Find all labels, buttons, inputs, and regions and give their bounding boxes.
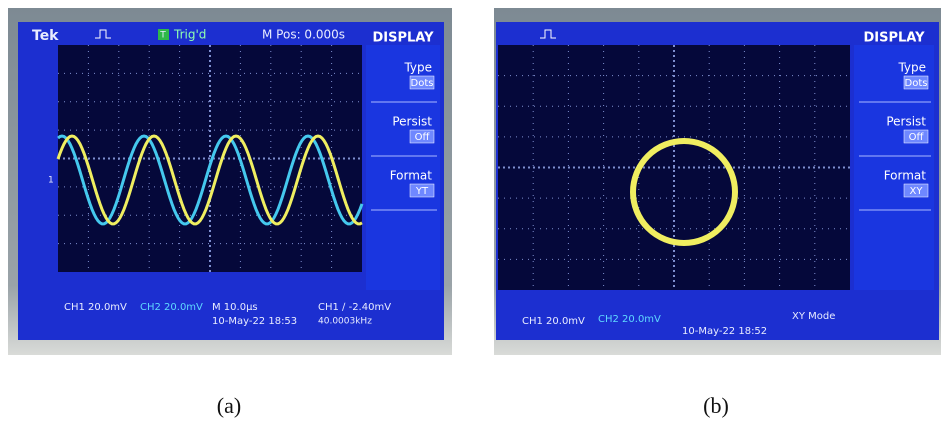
menu-value: XY	[910, 186, 924, 197]
menu-value: YT	[415, 186, 429, 197]
menu-title: DISPLAY	[863, 31, 925, 46]
date: 10-May-22 18:53	[212, 316, 297, 327]
caption: (a)	[217, 393, 241, 418]
panel-a: Tek T Trig'd M Pos: 0.000s 1 DISPLAY Type…	[8, 8, 452, 355]
menu-label: Format	[390, 169, 433, 183]
ch2-scale: CH2 20.0mV	[598, 314, 661, 325]
menu-label: Persist	[886, 115, 926, 129]
trigger-icon: T	[159, 31, 166, 41]
menu-label: Type	[403, 61, 432, 75]
menu-value: Dots	[905, 78, 928, 89]
panel-b: DISPLAY Type Dots Persist Off Format XY CH1 20…	[494, 8, 941, 355]
mode: XY Mode	[792, 311, 835, 322]
trigger-level: CH1 ∕ -2.40mV	[318, 302, 391, 313]
channel-marker: 1	[48, 176, 54, 186]
menu-label: Format	[884, 169, 927, 183]
position: M Pos: 0.000s	[262, 28, 345, 42]
menu-value: Off	[415, 132, 431, 143]
timebase: M 10.0µs	[212, 302, 258, 313]
menu-title: DISPLAY	[372, 31, 434, 46]
date: 10-May-22 18:52	[682, 326, 767, 337]
menu-label: Type	[897, 61, 926, 75]
menu-value: Dots	[411, 78, 434, 89]
figure: Tek T Trig'd M Pos: 0.000s 1 DISPLAY Type…	[0, 0, 941, 432]
frequency: 40.0003kHz	[318, 317, 372, 327]
menu-value: Off	[909, 132, 925, 143]
trigger-status: Trig'd	[173, 28, 206, 42]
ch1-scale: CH1 20.0mV	[522, 316, 585, 327]
menu-label: Persist	[392, 115, 432, 129]
brand: Tek	[32, 28, 59, 44]
ch1-scale: CH1 20.0mV	[64, 302, 127, 313]
caption: (b)	[703, 393, 729, 418]
ch2-scale: CH2 20.0mV	[140, 302, 203, 313]
